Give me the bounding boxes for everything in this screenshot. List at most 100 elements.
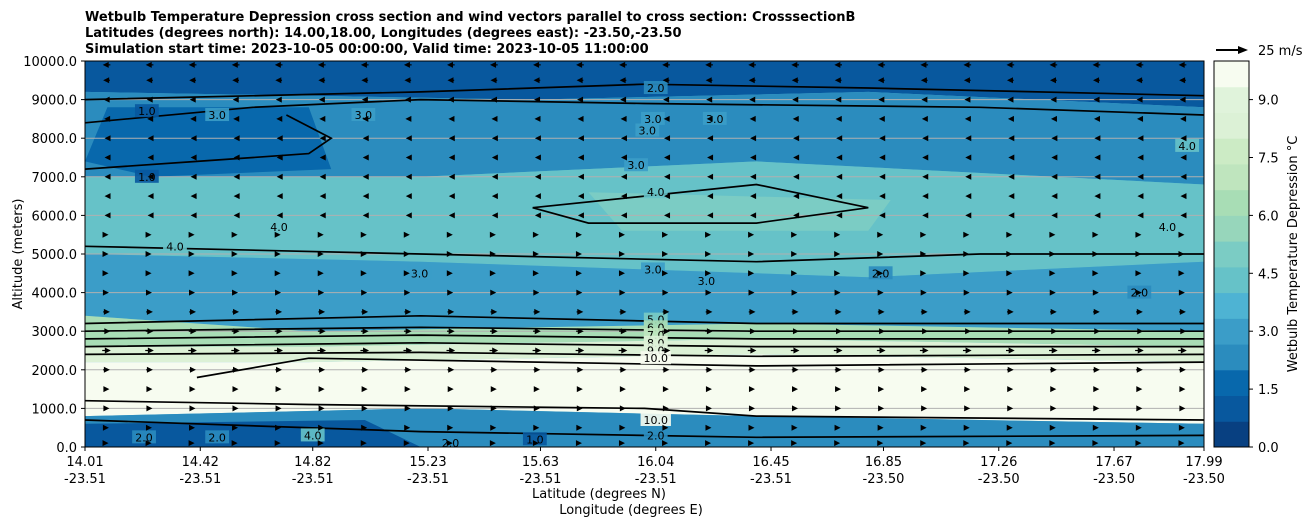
wind-vector [145, 424, 152, 431]
wind-vector-head [1135, 440, 1142, 447]
wind-vector [962, 347, 972, 354]
colorbar-swatch-14 [1214, 61, 1249, 88]
wind-vector [1178, 440, 1185, 447]
wind-vector-head [317, 440, 324, 447]
wind-vector-head [361, 405, 368, 412]
wind-vector-head [188, 424, 195, 431]
wind-vector-head [1178, 440, 1185, 447]
wind-vector-head [619, 424, 626, 431]
wind-vector [964, 115, 971, 122]
wind-vector [1050, 77, 1057, 84]
wind-vector [534, 96, 541, 103]
wind-vector [276, 193, 283, 200]
wind-vector [879, 193, 886, 200]
wind-vector-head [707, 347, 714, 354]
wind-vector-head [1049, 440, 1056, 447]
wind-vector [533, 405, 540, 412]
wind-vector-head [705, 61, 712, 68]
wind-vector-head [104, 173, 111, 180]
wind-vector [920, 270, 927, 277]
wind-vector-head [878, 405, 885, 412]
wind-vector-head [1049, 61, 1056, 68]
wind-vector-head [362, 173, 369, 180]
wind-vector-head [534, 173, 541, 180]
wind-vector [405, 154, 412, 161]
colorbar-frame [1213, 60, 1250, 448]
x-tick-lat-2: 14.82 [294, 455, 331, 470]
wind-vector [231, 328, 240, 335]
wind-vector-head [664, 347, 671, 354]
contour-label-bg-28 [132, 430, 156, 444]
wind-vector [922, 135, 929, 142]
wind-vector-head [576, 289, 583, 296]
wind-vector-head [405, 308, 412, 315]
wind-vector-head [403, 231, 410, 238]
wind-vector-head [190, 347, 197, 354]
wind-vector [748, 61, 756, 68]
wind-vector [1008, 154, 1015, 161]
wind-vector [319, 173, 326, 180]
wind-vector-head [963, 61, 970, 68]
wind-vector [448, 115, 455, 122]
contour-label-bg-15 [205, 108, 230, 122]
wind-vector-head [490, 96, 497, 103]
wind-vector-head [188, 289, 195, 296]
wind-vector [404, 366, 412, 373]
wind-vector-head [1007, 405, 1014, 412]
wind-vector-head [319, 173, 326, 180]
wind-vector [575, 440, 582, 447]
wind-vector [920, 231, 927, 238]
wind-vector-head [749, 115, 756, 122]
wind-vector-head [921, 366, 928, 373]
wind-vector-head [921, 96, 928, 103]
wind-vector [1135, 347, 1144, 354]
wind-vector-head [104, 328, 111, 335]
wind-vector-head [1137, 212, 1144, 219]
contour-6 [85, 326, 1204, 333]
wind-vector-head [102, 440, 109, 447]
wind-vector [1094, 135, 1101, 142]
wind-vector-head [147, 328, 154, 335]
contour-label-3: 3.0 [627, 159, 645, 172]
colorbar-tick-label-6: 9.0 [1258, 94, 1279, 109]
wind-vector [1049, 328, 1058, 335]
wind-vector-head [1136, 386, 1143, 393]
wind-vector-head [276, 173, 283, 180]
wind-vector-head [620, 366, 627, 373]
wind-vector [879, 212, 886, 219]
contour-label-15: 3.0 [208, 109, 226, 122]
wind-vector-head [618, 231, 625, 238]
wind-vector [362, 193, 369, 200]
wind-vector [1049, 347, 1058, 354]
wind-vector-head [879, 328, 886, 335]
wind-vector-head [274, 61, 281, 68]
wind-vector [275, 386, 282, 393]
wind-vector [920, 328, 929, 335]
colorbar-tick-label-2: 3.0 [1258, 325, 1279, 340]
wind-vector-head [360, 270, 367, 277]
wind-vector [748, 308, 756, 315]
wind-vector-head [233, 347, 240, 354]
wind-vector [319, 212, 326, 219]
wind-vector-head [145, 440, 152, 447]
wind-vector [405, 115, 412, 122]
wind-vector-head [532, 270, 539, 277]
wind-vector-head [835, 386, 842, 393]
wind-vector [317, 251, 324, 257]
wind-vector-head [792, 308, 799, 315]
wind-vector-head [188, 270, 195, 277]
wind-vector-head [102, 251, 109, 257]
wind-vector-head [1007, 96, 1014, 103]
quiver-key: 25 m/s [1216, 44, 1303, 59]
wind-vector [791, 440, 798, 447]
wind-vector [147, 154, 154, 161]
wind-vector [232, 424, 239, 431]
wind-vector-head [964, 96, 971, 103]
wind-vector-head [705, 440, 712, 447]
wind-vector [748, 251, 755, 257]
wind-vector-head [965, 328, 972, 335]
title-line-3: Simulation start time: 2023-10-05 00:00:… [85, 42, 649, 57]
wind-vector [1135, 231, 1142, 238]
wind-vector [533, 61, 541, 68]
wind-vector-head [1050, 115, 1057, 122]
